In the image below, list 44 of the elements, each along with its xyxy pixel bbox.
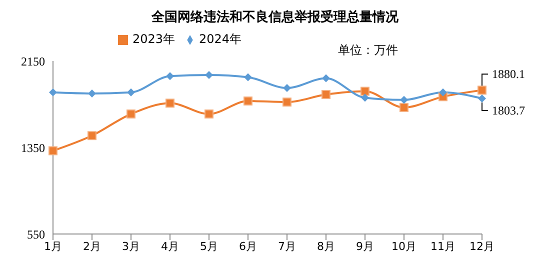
x-tick-label: 2月	[83, 240, 101, 253]
x-tick-label: 12月	[470, 240, 494, 253]
point	[166, 98, 174, 108]
chart-title: 全国网络违法和不良信息举报受理总量情况	[150, 8, 400, 26]
annotation: 1880.1	[492, 67, 525, 82]
point	[204, 109, 214, 118]
x-tick-label: 7月	[278, 240, 296, 253]
x-tick-label: 5月	[200, 240, 218, 253]
x-tick-label: 1月	[44, 240, 62, 253]
point	[127, 88, 135, 96]
x-tick-label: 8月	[317, 240, 335, 253]
x-tick-label: 9月	[356, 240, 374, 253]
point	[49, 88, 57, 96]
point	[244, 96, 252, 106]
point	[322, 74, 330, 82]
point	[88, 89, 96, 98]
point	[400, 96, 408, 104]
point	[48, 146, 58, 156]
point	[361, 94, 369, 102]
point	[126, 109, 136, 118]
text: 单位：万件	[338, 42, 398, 59]
legend-label: 2024年	[199, 32, 242, 46]
legend-label: 2023年	[132, 32, 175, 46]
point	[478, 86, 486, 95]
point	[282, 98, 292, 107]
point	[88, 131, 96, 140]
y-tick-label: 550	[27, 227, 45, 242]
x-tick-label: 11月	[430, 240, 456, 253]
point	[166, 72, 174, 80]
y-tick-label: 2150	[21, 54, 45, 68]
y-tick-label: 1350	[21, 140, 45, 155]
x-tick-label: 6月	[239, 240, 257, 253]
point	[283, 84, 291, 92]
point	[439, 88, 447, 96]
point	[205, 71, 213, 80]
point	[244, 73, 252, 82]
point	[478, 94, 486, 102]
point	[400, 102, 408, 112]
annotation: 1803.7	[492, 103, 525, 118]
point	[360, 86, 370, 96]
x-tick-label: 10月	[392, 240, 416, 253]
point	[322, 90, 330, 100]
x-tick-label: 3月	[122, 240, 140, 253]
x-tick-label: 4月	[161, 240, 179, 253]
